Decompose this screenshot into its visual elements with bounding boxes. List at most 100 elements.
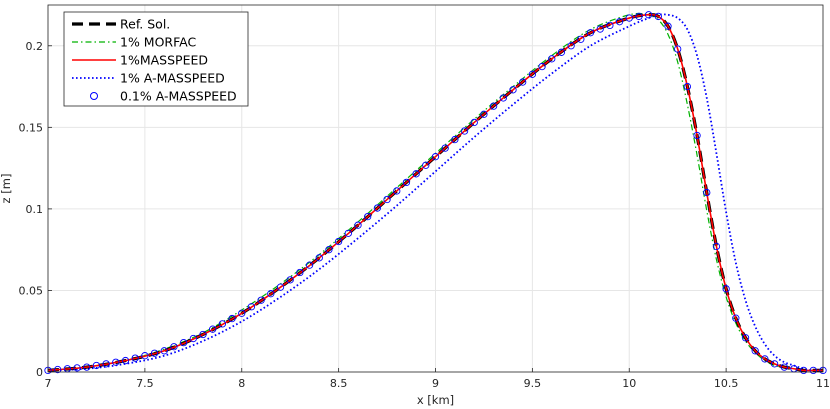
legend-item: 1%MASSPEED	[72, 53, 208, 68]
data-point	[451, 135, 459, 144]
data-point	[121, 356, 130, 365]
data-point	[431, 153, 440, 161]
legend-label: Ref. Sol.	[120, 17, 170, 32]
y-tick-label: 0	[36, 366, 43, 379]
y-tick-label: 0.15	[19, 121, 44, 134]
data-point	[625, 14, 633, 22]
data-point	[402, 178, 411, 187]
data-point	[325, 246, 333, 254]
data-point	[732, 314, 740, 322]
data-point	[538, 62, 546, 71]
data-point	[92, 361, 101, 370]
legend-label: 1% MORFAC	[120, 35, 196, 50]
x-tick-label: 7.5	[136, 377, 154, 390]
y-tick-label: 0.1	[26, 203, 44, 216]
y-axis-label: z [m]	[0, 174, 13, 204]
data-point	[344, 229, 352, 238]
data-point	[160, 347, 168, 355]
data-point	[761, 355, 769, 363]
data-point	[73, 364, 81, 372]
data-point	[238, 309, 246, 317]
series-line-1-morfac	[47, 12, 823, 372]
legend: Ref. Sol. 1% MORFAC 1%MASSPEED 1% A-MASSPEE…	[63, 11, 249, 107]
data-point	[267, 290, 275, 298]
data-point	[170, 343, 178, 351]
x-tick-label: 8	[238, 377, 245, 390]
data-point	[509, 86, 517, 94]
data-point	[567, 42, 575, 50]
data-point	[470, 118, 478, 127]
data-point	[102, 360, 110, 368]
data-point	[480, 110, 488, 118]
data-point	[189, 334, 197, 343]
data-point	[548, 55, 556, 63]
data-point	[528, 70, 537, 78]
data-point	[654, 12, 662, 21]
x-tick-label: 10.5	[714, 377, 739, 390]
data-point	[150, 349, 159, 357]
data-point	[751, 347, 759, 355]
legend-label: 1%MASSPEED	[120, 53, 208, 68]
data-point	[131, 354, 139, 362]
data-point	[422, 161, 430, 169]
data-point	[693, 131, 701, 140]
legend-box	[63, 11, 249, 107]
x-tick-label: 10	[622, 377, 636, 390]
data-point	[586, 29, 595, 37]
data-point	[412, 170, 420, 178]
data-point	[334, 237, 343, 246]
data-point	[703, 188, 711, 197]
data-point	[489, 102, 498, 110]
data-point	[799, 366, 808, 375]
x-tick-label: 9	[432, 377, 439, 390]
data-point	[809, 366, 817, 375]
data-point	[209, 325, 217, 333]
data-point	[674, 45, 682, 53]
data-point	[441, 144, 449, 152]
data-point	[596, 25, 604, 33]
data-point	[199, 330, 207, 339]
data-point	[373, 204, 382, 212]
data-point	[83, 363, 91, 371]
data-point	[247, 303, 256, 311]
legend-item: 0.1% A-MASSPEED	[90, 89, 237, 104]
x-axis-label: x [km]	[417, 393, 454, 407]
data-point	[770, 360, 779, 368]
data-point	[257, 296, 265, 304]
legend-item: 1% A-MASSPEED	[72, 71, 225, 86]
data-point	[780, 363, 788, 371]
data-point	[519, 78, 527, 86]
data-point	[606, 21, 614, 30]
axis-ticks: 7 7.5 8 8.5 9 9.5 10 10.5 11 0 0.05 0.1 0.15 0.2	[19, 40, 830, 390]
legend-item: 1% MORFAC	[72, 35, 196, 50]
data-point	[179, 338, 188, 347]
data-point	[383, 195, 391, 204]
data-point	[296, 268, 304, 277]
y-tick-label: 0.05	[19, 284, 44, 297]
data-point	[141, 352, 149, 360]
data-point	[305, 261, 314, 269]
data-point	[557, 48, 566, 56]
data-point	[286, 276, 294, 284]
data-point	[460, 127, 469, 135]
legend-marker	[90, 92, 98, 100]
data-point	[577, 35, 585, 43]
data-point	[393, 187, 401, 195]
legend-label: 0.1% A-MASSPEED	[120, 89, 237, 104]
data-point	[722, 285, 730, 293]
data-point	[664, 22, 672, 30]
data-point	[615, 18, 624, 26]
data-point	[218, 320, 227, 328]
data-point	[712, 242, 721, 251]
legend-item: Ref. Sol.	[72, 17, 170, 32]
x-tick-label: 9.5	[524, 377, 542, 390]
x-tick-label: 11	[816, 377, 830, 390]
x-tick-label: 8.5	[330, 377, 348, 390]
data-point	[635, 12, 643, 21]
data-point	[276, 283, 285, 291]
data-point	[499, 94, 507, 102]
legend-label: 1% A-MASSPEED	[120, 71, 225, 86]
data-point	[354, 221, 362, 229]
x-tick-label: 7	[45, 377, 52, 390]
